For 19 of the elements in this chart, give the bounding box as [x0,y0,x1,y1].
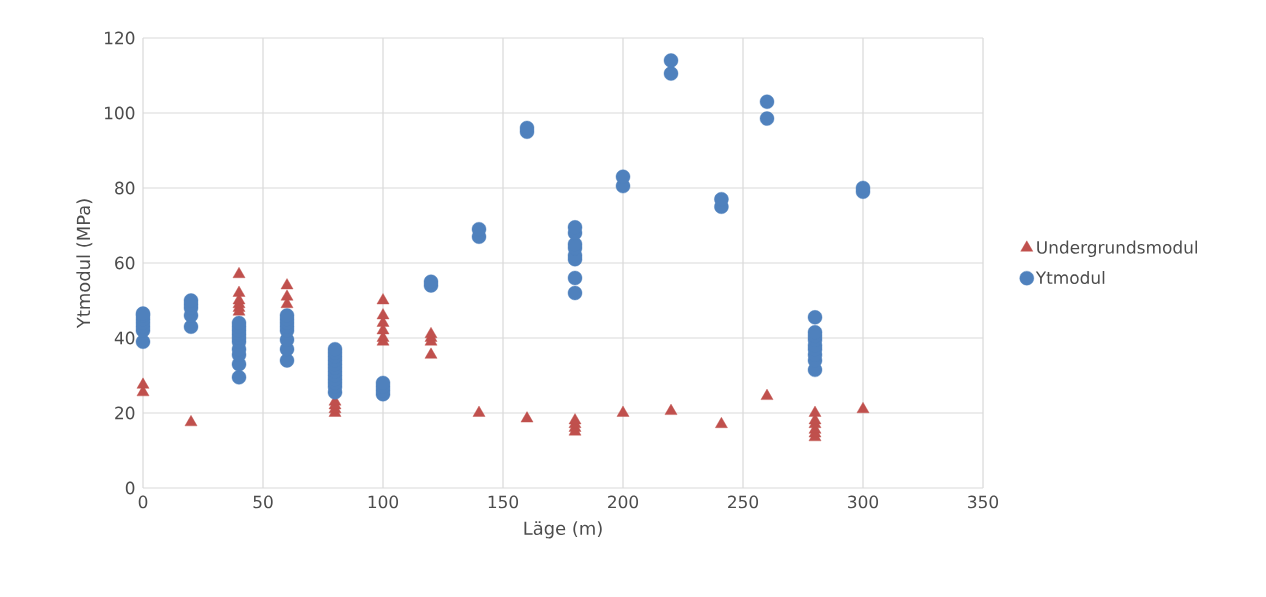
x-tick-label: 100 [368,495,399,509]
x-axis-title: Läge (m) [524,521,602,539]
x-tick-label: 150 [488,495,519,509]
y-tick-label: 0 [125,481,135,495]
x-tick-label: 50 [253,495,273,509]
legend-label: Ytmodul [1035,270,1105,285]
y-tick-label: 40 [114,331,135,345]
legend-label: Undergrundsmodul [1037,240,1198,258]
y-tick-label: 80 [115,181,135,195]
y-tick-label: 100 [105,106,135,120]
x-tick-label: 0 [138,495,148,509]
y-tick-label: 60 [115,256,135,270]
y-axis-title: Ytmodul (MPa) [76,199,93,329]
y-tick-label: 20 [115,406,135,420]
x-tick-label: 250 [728,495,759,509]
y-tick-label: 120 [105,31,135,45]
x-tick-label: 350 [968,495,999,509]
x-tick-label: 200 [608,495,639,509]
x-tick-label: 300 [848,495,879,509]
